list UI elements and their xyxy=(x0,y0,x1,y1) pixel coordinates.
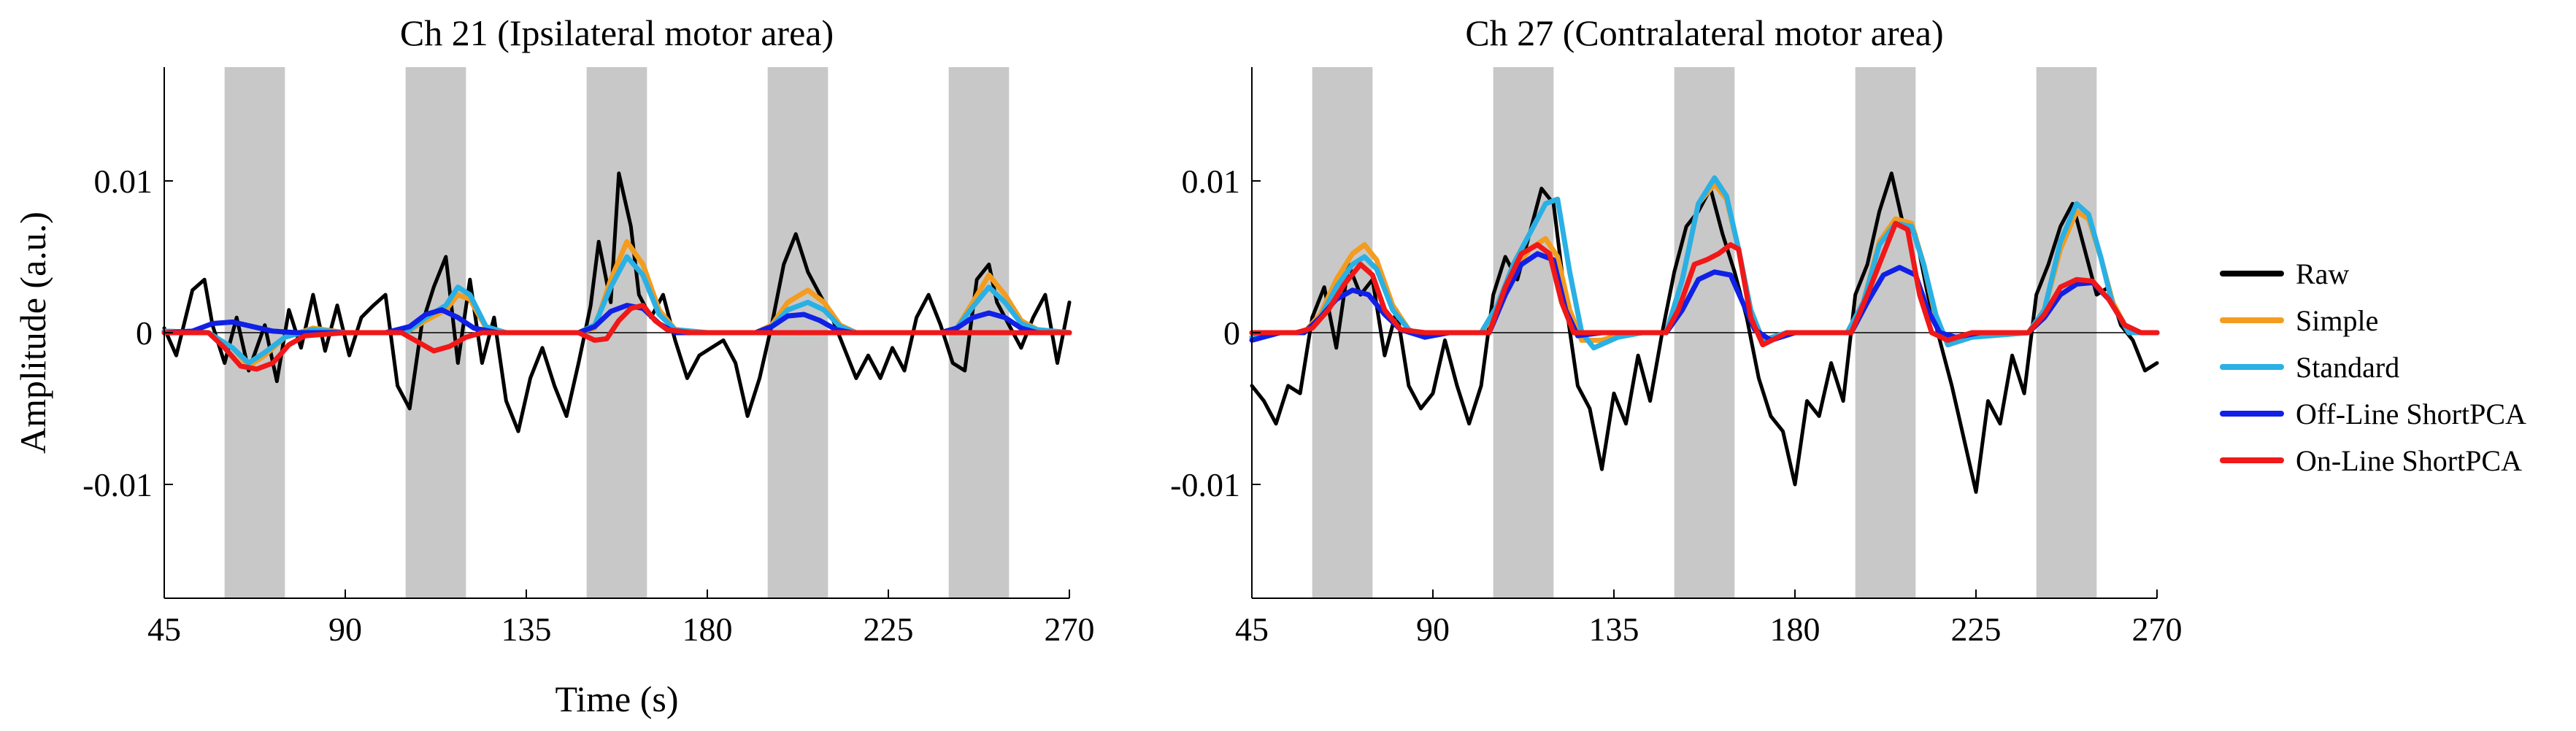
ch0-chart-title: Ch 21 (Ipsilateral motor area) xyxy=(400,12,834,53)
ch0-x-tick-label-45: 45 xyxy=(147,611,181,648)
chart-panel-ch27: 45 90 135 180 225 270 -0.01 0 0.01 Ch 27 (Contral… xyxy=(1170,12,2182,648)
ch1-y-tick-label-1: 0 xyxy=(1223,314,1240,352)
ch0-x-tick-label-90: 90 xyxy=(328,611,362,648)
legend-label-on-line-shortpca: On-Line ShortPCA xyxy=(2296,444,2522,477)
legend-label-raw: Raw xyxy=(2296,258,2349,290)
ch0-y-axis-label: Amplitude (a.u.) xyxy=(12,212,53,454)
ch0-series-on-line-shortpca xyxy=(161,303,1072,372)
ch1-chart-title: Ch 27 (Contralateral motor area) xyxy=(1465,12,1943,53)
ch0-x-axis-label: Time (s) xyxy=(555,678,678,719)
ch0-x-tick-label-180: 180 xyxy=(683,611,733,648)
ch1-x-tick-label-135: 135 xyxy=(1589,611,1639,648)
ch1-y-tick-label-2: 0.01 xyxy=(1182,163,1241,200)
ch1-x-tick-label-45: 45 xyxy=(1235,611,1269,648)
ch1-x-tick-label-180: 180 xyxy=(1770,611,1820,648)
legend-label-off-line-shortpca: Off-Line ShortPCA xyxy=(2296,398,2526,430)
ch0-y-tick-label-1: 0 xyxy=(136,314,153,352)
ch0-y-tick-label-2: 0.01 xyxy=(94,163,153,200)
legend: Raw Simple Standard Off-Line ShortPCA On-Lin… xyxy=(2220,258,2526,477)
ch1-x-tick-label-225: 225 xyxy=(1951,611,2002,648)
ch1-x-tick-label-270: 270 xyxy=(2132,611,2183,648)
legend-label-standard: Standard xyxy=(2296,351,2399,384)
ch0-x-tick-label-135: 135 xyxy=(501,611,552,648)
ch1-series-on-line-shortpca xyxy=(1249,220,2160,348)
chart-panel-ch21: 45 90 135 180 225 270 -0.01 0 0.01 Ch 21 (Ipsilat… xyxy=(12,12,1095,719)
ch0-x-tick-label-225: 225 xyxy=(864,611,914,648)
ch1-y-tick-label-0: -0.01 xyxy=(1170,466,1240,503)
legend-label-simple: Simple xyxy=(2296,304,2378,337)
ch1-x-tick-label-90: 90 xyxy=(1416,611,1450,648)
ch0-x-tick-label-270: 270 xyxy=(1045,611,1095,648)
ch0-y-tick-label-0: -0.01 xyxy=(82,466,153,503)
